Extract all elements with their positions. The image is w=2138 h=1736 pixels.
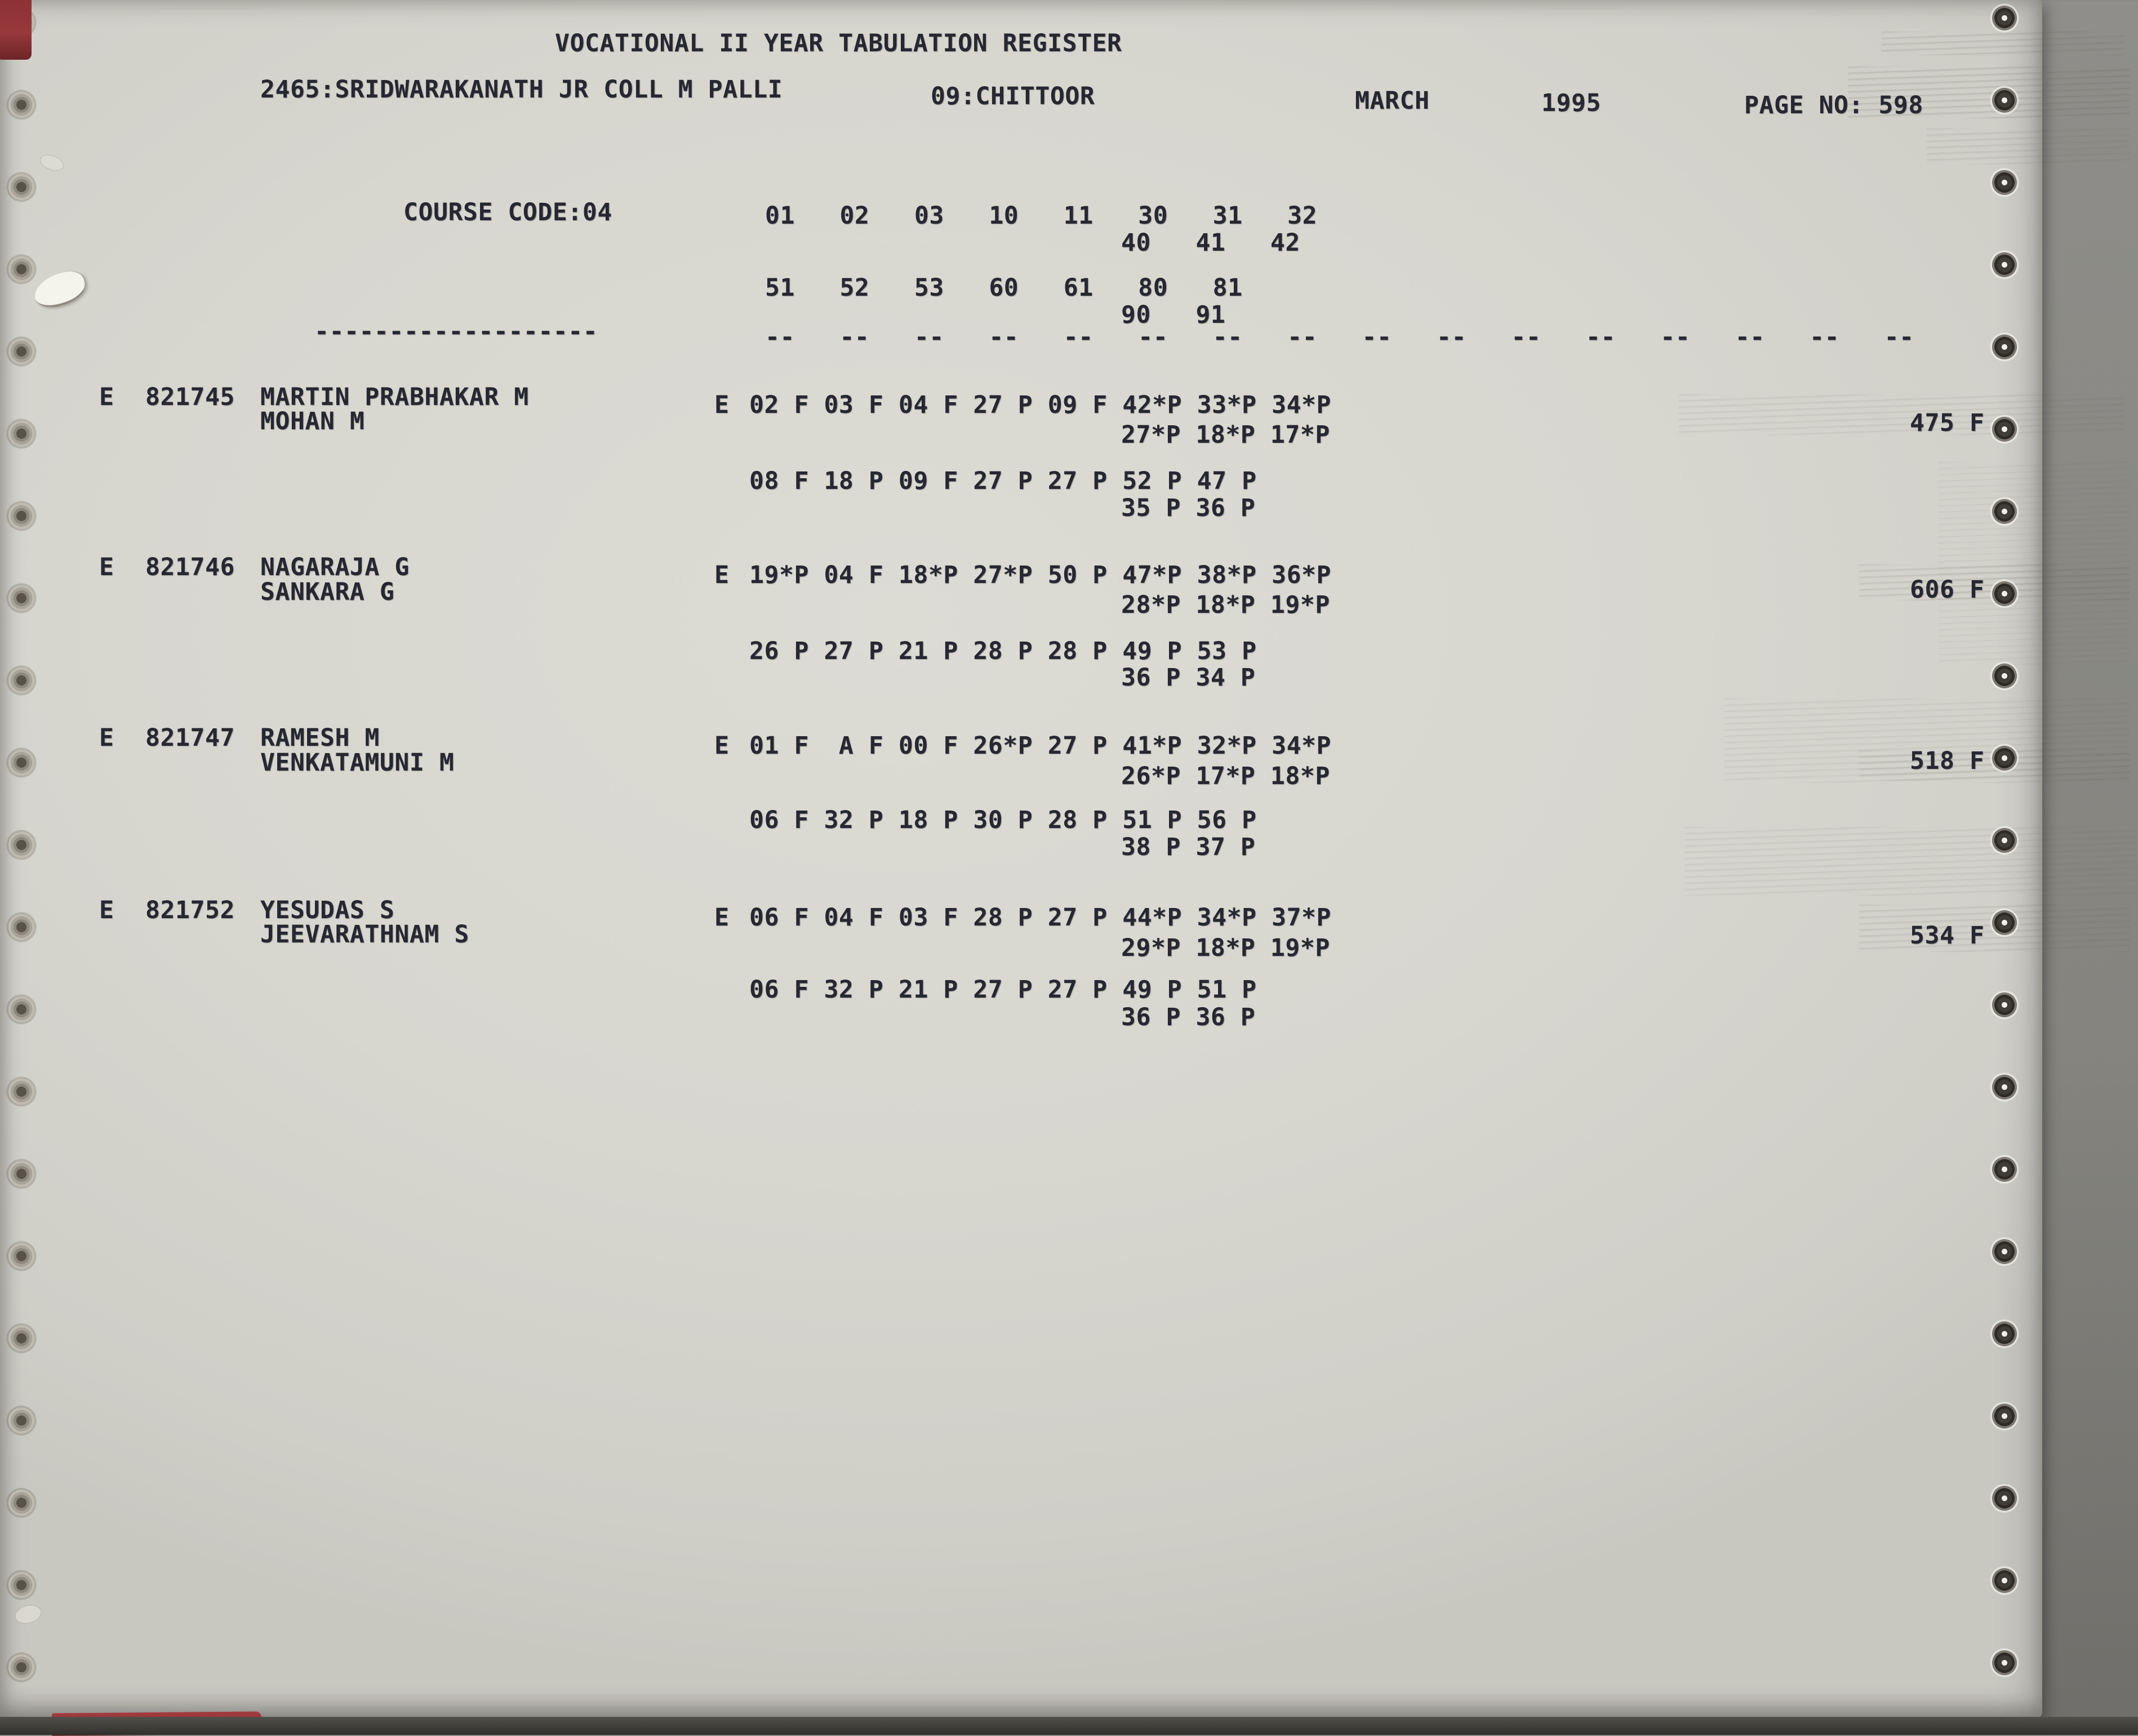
marks-line-1: 02 F 03 F 04 F 27 P 09 F 42*P 33*P 34*P (749, 391, 1332, 419)
marks-line-4: 36 P 34 P (1121, 664, 1256, 692)
sprocket-holes-right (1984, 0, 2026, 1715)
medium-code: E (714, 903, 730, 932)
medium-code: E (714, 391, 730, 419)
smudge-streak (1927, 128, 2130, 164)
subject-codes-row-1: 01 02 03 10 11 30 31 32 (765, 202, 1318, 230)
candidate-type: E (99, 383, 114, 411)
marks-line-3: 06 F 32 P 18 P 30 P 28 P 51 P 56 P (749, 806, 1257, 834)
register-title: VOCATIONAL II YEAR TABULATION REGISTER (555, 29, 1122, 57)
exam-year: 1995 (1541, 89, 1601, 117)
smudge-streak (1724, 698, 2130, 783)
marks-line-4: 38 P 37 P (1121, 833, 1256, 861)
subject-codes-row-1b: 40 41 42 (1121, 229, 1300, 257)
guardian-name: SANKARA G (260, 578, 395, 606)
register-number: 821747 (145, 724, 235, 752)
marks-columns-rule: -- -- -- -- -- -- -- -- -- -- -- -- -- -… (765, 323, 1914, 351)
candidate-name: MARTIN PRABHAKAR M (260, 383, 529, 411)
candidate-name: YESUDAS S (260, 896, 395, 924)
marks-line-3: 26 P 27 P 21 P 28 P 28 P 49 P 53 P (749, 637, 1257, 665)
sheet-bottom-shadow (0, 1717, 2138, 1735)
guardian-name: MOHAN M (260, 407, 365, 435)
candidate-type: E (99, 896, 114, 924)
printout-paper (0, 0, 2042, 1718)
total-marks: 606 F (1910, 576, 1985, 604)
subject-codes-row-2b: 90 91 (1121, 301, 1226, 329)
sprocket-holes-left (2, 0, 42, 1715)
medium-code: E (714, 561, 730, 589)
marks-line-2: 28*P 18*P 19*P (1121, 591, 1330, 619)
name-column-rule: ------------------- (314, 318, 598, 346)
medium-code: E (714, 732, 730, 760)
candidate-name: RAMESH M (260, 724, 380, 752)
register-number: 821752 (145, 896, 235, 924)
smudge-streak (1679, 394, 2124, 435)
college-line: 2465:SRIDWARAKANATH JR COLL M PALLI (260, 75, 783, 104)
page-number: PAGE NO: 598 (1744, 91, 1923, 119)
register-number: 821745 (145, 383, 235, 411)
guardian-name: VENKATAMUNI M (260, 749, 455, 777)
candidate-type: E (99, 724, 114, 752)
red-edge-top-left (0, 0, 32, 60)
register-number: 821746 (145, 553, 235, 581)
marks-line-1: 19*P 04 F 18*P 27*P 50 P 47*P 38*P 36*P (749, 561, 1332, 589)
candidate-type: E (99, 553, 114, 581)
marks-line-4: 35 P 36 P (1121, 494, 1256, 522)
marks-line-2: 27*P 18*P 17*P (1121, 421, 1330, 449)
course-code-label: COURSE CODE:04 (403, 198, 612, 226)
guardian-name: JEEVARATHNAM S (260, 920, 469, 949)
marks-line-4: 36 P 36 P (1121, 1003, 1256, 1031)
smudge-streak (1938, 462, 2130, 665)
candidate-name: NAGARAJA G (260, 553, 410, 581)
subject-codes-row-2: 51 52 53 60 61 80 81 (765, 274, 1243, 302)
marks-line-3: 06 F 32 P 21 P 27 P 27 P 49 P 51 P (749, 976, 1257, 1004)
marks-line-1: 01 F A F 00 F 26*P 27 P 41*P 32*P 34*P (749, 732, 1332, 760)
marks-line-2: 26*P 17*P 18*P (1121, 762, 1330, 790)
exam-month: MARCH (1355, 87, 1430, 115)
district-line: 09:CHITTOOR (931, 82, 1095, 110)
total-marks: 518 F (1910, 747, 1985, 775)
marks-line-1: 06 F 04 F 03 F 28 P 27 P 44*P 34*P 37*P (749, 903, 1332, 932)
smudge-streak (1684, 827, 2135, 896)
marks-line-2: 29*P 18*P 19*P (1121, 934, 1330, 962)
total-marks: 534 F (1910, 922, 1985, 950)
total-marks: 475 F (1910, 409, 1985, 437)
marks-line-3: 08 F 18 P 09 F 27 P 27 P 52 P 47 P (749, 467, 1257, 495)
